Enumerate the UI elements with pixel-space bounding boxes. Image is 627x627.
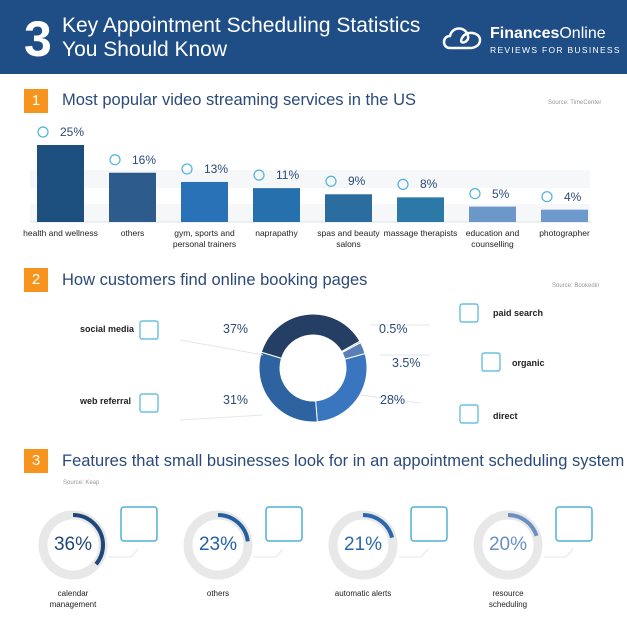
gear-icon [265, 506, 303, 542]
book-icon [469, 188, 481, 200]
donut-value-label: 37% [223, 322, 249, 336]
leader-line [254, 548, 284, 558]
direct-icon [459, 404, 479, 424]
video-icon [109, 154, 121, 166]
health-icon [37, 126, 49, 138]
ring-arc [186, 513, 250, 577]
section-1-source: Source: TimeCenter [548, 100, 602, 106]
bar-value-label: 11% [276, 168, 300, 183]
bar-category-label: massage therapists [383, 228, 458, 238]
title-line-2: You Should Know [62, 38, 228, 61]
paid-search-icon [459, 303, 479, 323]
organic-icon [481, 352, 501, 372]
leader-line [399, 548, 429, 558]
massage-icon [397, 178, 409, 190]
bar-value-label: 5% [492, 186, 510, 201]
ring-arc [476, 513, 540, 577]
donut-category-label: paid search [493, 308, 544, 318]
section-3-badge: 3 [24, 449, 48, 473]
bar-category-label: spas and beauty salons [317, 228, 380, 249]
bell-icon [410, 506, 448, 542]
checklist-icon [555, 506, 593, 542]
donut-category-label: direct [493, 411, 518, 421]
logo-name: FinancesOnline [490, 25, 606, 42]
section-2-badge: 2 [24, 268, 48, 292]
cloud-logo-icon [442, 27, 482, 50]
title-line-1: Key Appointment Scheduling Statistics [62, 14, 421, 37]
ring-value-label: 36% [53, 534, 93, 555]
bar [325, 194, 372, 222]
section-3-title: Features that small businesses look for … [62, 452, 625, 470]
ring-arc [331, 513, 395, 577]
bar-value-label: 9% [348, 174, 366, 189]
bar [253, 188, 300, 222]
donut-category-label: social media [80, 324, 135, 334]
header-banner [0, 0, 627, 74]
donut-value-label: 28% [380, 393, 406, 407]
section-2-source: Source: Bookedin [552, 283, 600, 289]
bar-category-label: health and wellness [23, 228, 98, 238]
donut-category-label: web referral [80, 396, 132, 406]
bar [541, 209, 588, 222]
donut-category-label: organic [512, 358, 545, 368]
leader-line [544, 548, 574, 558]
section-1-badge: 1 [24, 89, 48, 113]
ring-value-label: 23% [198, 534, 238, 555]
bar-category-label: photographer [539, 228, 590, 238]
bar [469, 206, 516, 222]
bar-value-label: 25% [60, 125, 85, 139]
bar [397, 197, 444, 222]
bar-category-label: naprapathy [255, 228, 298, 238]
ring-value-label: 21% [343, 534, 383, 555]
bar [37, 145, 84, 222]
camera-icon [541, 191, 553, 203]
section-3-source: Source: Keap [63, 480, 100, 486]
ring-category-label: automatic alerts [334, 589, 392, 598]
trainer-icon [181, 163, 193, 175]
beauty-icon [325, 175, 337, 187]
bar-value-label: 13% [204, 161, 229, 176]
leader-line [179, 339, 264, 356]
section-2-title: How customers find online booking pages [62, 271, 368, 289]
bar-category-label: gym, sports and personal trainers [172, 228, 237, 249]
leader-line [109, 548, 139, 558]
donut-value-label: 0.5% [379, 322, 408, 336]
bar-value-label: 8% [420, 177, 438, 192]
ring-category-label: resource scheduling [488, 589, 528, 609]
bar-category-label: others [120, 228, 145, 238]
donut-slice [258, 351, 318, 423]
logo-tagline: REVIEWS FOR BUSINESS [490, 45, 621, 55]
section-1-title: Most popular video streaming services in… [62, 91, 416, 109]
ring-value-label: 20% [488, 534, 528, 555]
ring-category-label: calendar management [49, 589, 97, 609]
grid-band [30, 170, 590, 188]
donut-value-label: 3.5% [392, 356, 421, 370]
bar-category-label: education and counselling [465, 228, 520, 249]
ring-category-label: others [206, 589, 230, 598]
leader-line [179, 414, 264, 421]
body-icon [253, 169, 265, 181]
bar-value-label: 4% [564, 189, 582, 204]
leader-line [359, 394, 421, 404]
web-referral-icon [139, 393, 159, 413]
page-title: Key Appointment Scheduling Statistics You… [62, 14, 420, 62]
donut-value-label: 31% [223, 393, 249, 407]
bar-value-label: 16% [132, 152, 157, 167]
calendar-icon [120, 506, 158, 542]
social-media-icon [139, 320, 159, 340]
bar [109, 172, 156, 222]
donut-slice [315, 353, 368, 423]
bar [181, 181, 228, 222]
ring-arc [41, 513, 105, 577]
grid-band [30, 204, 590, 222]
header-number: 3 [24, 11, 52, 67]
